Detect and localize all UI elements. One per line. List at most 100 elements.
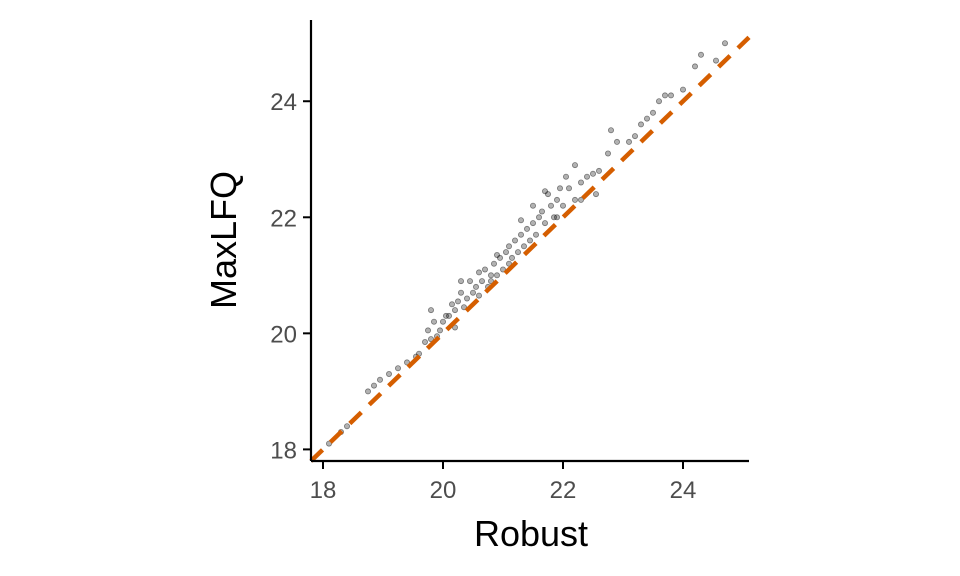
data-point: [551, 214, 558, 221]
data-point: [533, 231, 540, 238]
data-point: [376, 376, 383, 383]
data-point: [430, 318, 437, 325]
data-point: [614, 138, 621, 145]
data-point: [445, 312, 452, 319]
y-tick-label: 18: [270, 437, 297, 464]
y-ticks: 18 20 22 24: [270, 89, 311, 464]
data-point: [493, 251, 500, 258]
data-point: [499, 266, 506, 273]
y-axis-title: MaxLFQ: [203, 171, 244, 309]
data-point: [632, 133, 639, 140]
data-point: [560, 202, 567, 209]
data-point: [463, 295, 470, 302]
data-point: [572, 162, 579, 169]
data-point: [508, 254, 515, 261]
data-point: [578, 179, 585, 186]
data-point: [472, 283, 479, 290]
data-point: [524, 225, 531, 232]
data-point: [394, 365, 401, 372]
data-point: [487, 272, 494, 279]
data-point: [593, 191, 600, 198]
data-point: [451, 324, 458, 331]
data-point: [460, 304, 467, 311]
data-point: [421, 338, 428, 345]
data-point: [325, 440, 332, 447]
x-ticks: 18 20 22 24: [310, 461, 697, 504]
data-point: [475, 292, 482, 299]
data-point: [439, 318, 446, 325]
data-point: [457, 289, 464, 296]
data-point: [403, 359, 410, 366]
data-point: [596, 167, 603, 174]
data-point: [605, 150, 612, 157]
data-point: [545, 191, 552, 198]
data-point: [518, 217, 525, 224]
data-point: [505, 260, 512, 267]
data-point: [527, 237, 534, 244]
data-point: [436, 327, 443, 334]
data-point: [698, 51, 705, 58]
data-point: [530, 202, 537, 209]
data-point: [521, 243, 528, 250]
data-point: [539, 208, 546, 215]
data-point: [457, 278, 464, 285]
data-point: [722, 40, 729, 47]
x-tick-label: 24: [670, 477, 697, 504]
data-point: [566, 185, 573, 192]
data-point: [343, 423, 350, 430]
x-tick-label: 20: [430, 477, 457, 504]
data-point: [364, 388, 371, 395]
data-point: [584, 173, 591, 180]
y-tick-label: 22: [270, 205, 297, 232]
data-point: [542, 220, 549, 227]
data-point: [563, 173, 570, 180]
data-point: [502, 249, 509, 256]
data-point: [578, 196, 585, 203]
data-point: [644, 115, 651, 122]
data-point: [427, 307, 434, 314]
data-point: [427, 336, 434, 343]
data-point: [536, 214, 543, 221]
data-point: [590, 170, 597, 177]
data-point: [656, 98, 663, 105]
points-layer: [325, 40, 729, 447]
data-point: [490, 260, 497, 267]
data-point: [466, 278, 473, 285]
data-point: [608, 127, 615, 134]
data-point: [469, 289, 476, 296]
identity-reference-line: [309, 35, 751, 463]
data-point: [475, 269, 482, 276]
data-point: [496, 254, 503, 261]
data-point: [442, 312, 449, 319]
data-point: [487, 278, 494, 285]
x-axis-title: Robust: [474, 513, 588, 554]
data-point: [554, 214, 561, 221]
data-point: [451, 307, 458, 314]
data-point: [518, 231, 525, 238]
data-point: [713, 57, 720, 64]
data-point: [572, 196, 579, 203]
data-point: [692, 63, 699, 70]
data-point: [650, 109, 657, 116]
data-point: [542, 188, 549, 195]
data-point: [448, 301, 455, 308]
y-tick-label: 20: [270, 321, 297, 348]
data-point: [668, 92, 675, 99]
x-tick-label: 22: [550, 477, 577, 504]
y-tick-label: 24: [270, 89, 297, 116]
data-point: [638, 121, 645, 128]
data-point: [493, 272, 500, 279]
data-point: [478, 278, 485, 285]
data-point: [530, 220, 537, 227]
data-point: [554, 196, 561, 203]
x-tick-label: 18: [310, 477, 337, 504]
data-point: [512, 237, 519, 244]
data-point: [548, 202, 555, 209]
data-point: [481, 266, 488, 273]
data-point: [515, 249, 522, 256]
data-point: [662, 92, 669, 99]
data-point: [370, 382, 377, 389]
data-point: [385, 370, 392, 377]
data-point: [505, 243, 512, 250]
